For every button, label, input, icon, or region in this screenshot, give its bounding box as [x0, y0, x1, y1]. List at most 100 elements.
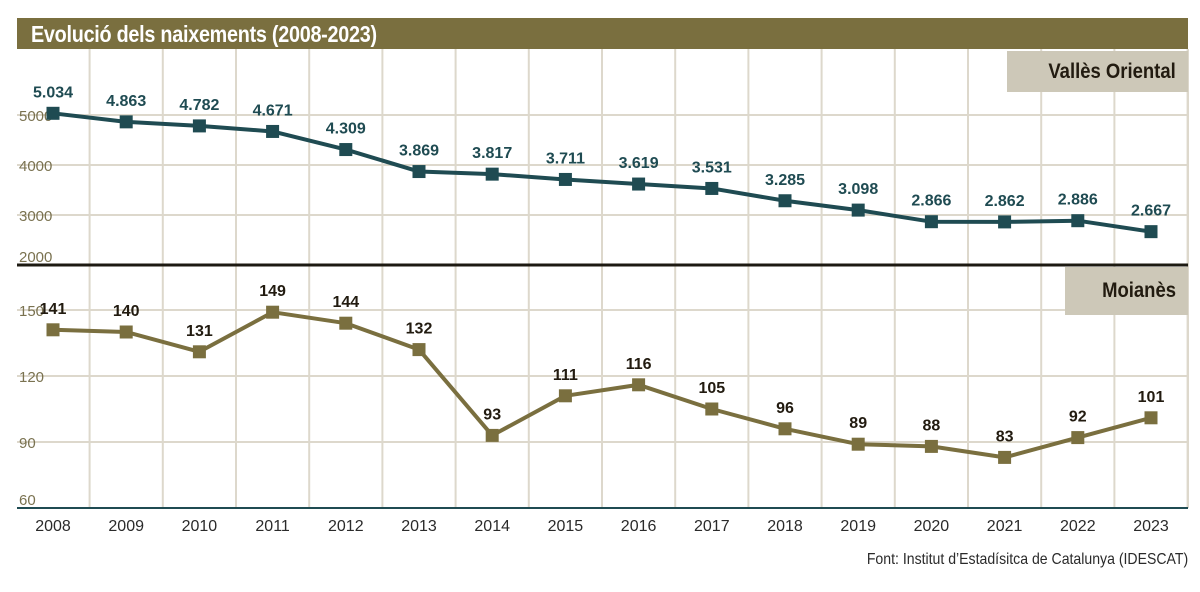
x-axis: 2008 2009 2010 2011 2012 2013 2014 2015 2016 2017… [17, 263, 1188, 535]
x-tick-label: 2021 [987, 518, 1023, 535]
x-tick-label: 2016 [621, 518, 657, 535]
x-tick-label: 2022 [1060, 518, 1096, 535]
y-tick-label: 120 [19, 369, 44, 386]
x-tick-label: 2017 [694, 518, 730, 535]
grid [17, 49, 1189, 508]
x-tick-label: 2008 [35, 518, 71, 535]
panel-label-moianes: Moianès [1065, 267, 1188, 315]
data-label: 111 [553, 367, 578, 384]
y-tick-label: 90 [19, 435, 36, 452]
x-tick-label: 2023 [1133, 518, 1169, 535]
x-tick-label: 2019 [840, 518, 876, 535]
data-point-marker [192, 119, 206, 133]
data-label: 2.886 [1058, 192, 1098, 209]
data-label: 132 [406, 321, 433, 338]
data-point-marker [119, 115, 133, 129]
data-point-marker [778, 194, 792, 208]
data-label: 96 [776, 400, 794, 417]
data-label: 2.866 [911, 193, 951, 210]
data-point-marker [924, 215, 938, 229]
data-label: 3.285 [765, 172, 805, 189]
x-tick-label: 2010 [182, 518, 218, 535]
data-point-marker [1144, 411, 1158, 425]
data-point-marker [119, 325, 133, 339]
data-label: 3.817 [472, 145, 512, 162]
data-point-marker [998, 450, 1012, 464]
data-label: 101 [1138, 389, 1165, 406]
y-tick-label: 150 [19, 303, 44, 320]
data-point-marker [1071, 214, 1085, 228]
data-label: 83 [996, 428, 1014, 445]
data-label: 141 [40, 301, 67, 318]
y-tick-label: 3000 [19, 208, 52, 225]
data-point-marker [412, 343, 426, 357]
data-point-marker [339, 316, 353, 330]
source-note: Font: Institut d’Estadísitca de Cataluny… [866, 551, 1188, 568]
data-label: 4.309 [326, 121, 366, 138]
data-label: 2.862 [985, 193, 1025, 210]
y-tick-label: 5000 [19, 108, 52, 125]
x-tick-label: 2015 [548, 518, 584, 535]
data-label: 5.034 [33, 84, 73, 101]
data-label: 3.098 [838, 181, 878, 198]
data-label: 3.869 [399, 143, 439, 160]
data-point-marker [924, 439, 938, 453]
chart-title-bar: Evolució dels naixements (2008-2023) [17, 18, 1188, 49]
data-label: 92 [1069, 409, 1087, 426]
data-label: 3.531 [692, 159, 732, 176]
y-tick-label: 60 [19, 492, 36, 509]
x-tick-label: 2012 [328, 518, 364, 535]
data-label: 3.619 [619, 155, 659, 172]
data-point-marker [705, 181, 719, 195]
data-label: 93 [483, 406, 501, 423]
data-point-marker [266, 124, 280, 138]
data-label: 140 [113, 303, 140, 320]
data-point-marker [46, 106, 60, 120]
panel-label-valles-oriental: Vallès Oriental [1007, 51, 1188, 92]
data-point-marker [778, 422, 792, 436]
chart-title: Evolució dels naixements (2008-2023) [31, 21, 377, 47]
x-tick-label: 2013 [401, 518, 437, 535]
x-tick-label: 2020 [914, 518, 950, 535]
data-point-marker [998, 215, 1012, 229]
data-label: 3.711 [546, 150, 585, 167]
x-tick-label: 2011 [255, 518, 290, 535]
data-point-marker [558, 389, 572, 403]
data-point-marker [851, 437, 865, 451]
data-label: 144 [332, 294, 359, 311]
y-tick-label: 4000 [19, 158, 52, 175]
vallès-oriental-panel: 2000 3000 4000 5000 5.034 4.863 4.782 4.671 4.30… [19, 84, 1171, 266]
series-line-valles [52, 111, 1152, 234]
data-label: 4.782 [179, 97, 219, 114]
data-label: 4.671 [253, 102, 293, 119]
data-point-marker [192, 345, 206, 359]
data-point-marker [339, 143, 353, 157]
data-label: 88 [923, 417, 941, 434]
data-point-marker [558, 172, 572, 186]
data-point-marker [632, 177, 646, 191]
series-line-moianes [52, 310, 1152, 460]
data-label: 4.863 [106, 93, 146, 110]
data-point-marker [1144, 225, 1158, 239]
data-point-marker [266, 305, 280, 319]
data-label: 116 [626, 356, 652, 373]
x-tick-label: 2009 [108, 518, 144, 535]
data-point-marker [632, 378, 646, 392]
data-label: 131 [186, 323, 213, 340]
data-point-marker [851, 203, 865, 217]
data-point-marker [485, 167, 499, 181]
y-tick-label: 2000 [19, 249, 52, 266]
data-point-marker [46, 323, 60, 337]
x-tick-label: 2018 [767, 518, 803, 535]
data-label: 105 [698, 380, 725, 397]
data-point-marker [705, 402, 719, 416]
x-tick-label: 2014 [474, 518, 510, 535]
data-point-marker [1071, 431, 1085, 445]
data-point-marker [485, 428, 499, 442]
data-label: 149 [259, 283, 286, 300]
data-point-marker [412, 165, 426, 179]
data-label: 2.667 [1131, 203, 1171, 220]
data-label: 89 [849, 415, 867, 432]
